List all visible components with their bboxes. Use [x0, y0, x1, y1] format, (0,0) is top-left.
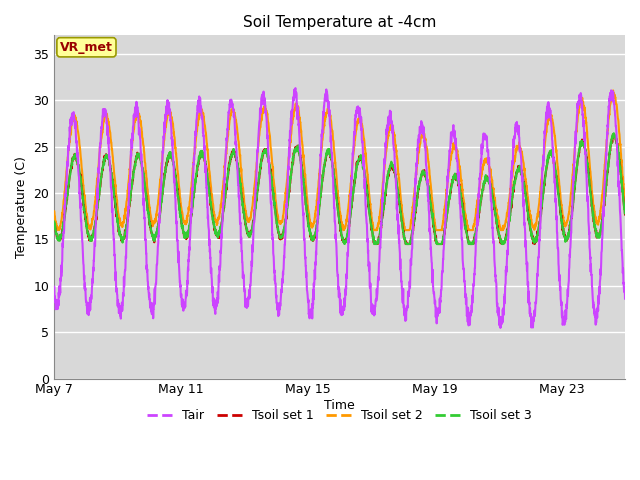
X-axis label: Time: Time — [324, 399, 355, 412]
Legend: Tair, Tsoil set 1, Tsoil set 2, Tsoil set 3: Tair, Tsoil set 1, Tsoil set 2, Tsoil se… — [142, 404, 537, 427]
Text: VR_met: VR_met — [60, 41, 113, 54]
Title: Soil Temperature at -4cm: Soil Temperature at -4cm — [243, 15, 436, 30]
Y-axis label: Temperature (C): Temperature (C) — [15, 156, 28, 258]
